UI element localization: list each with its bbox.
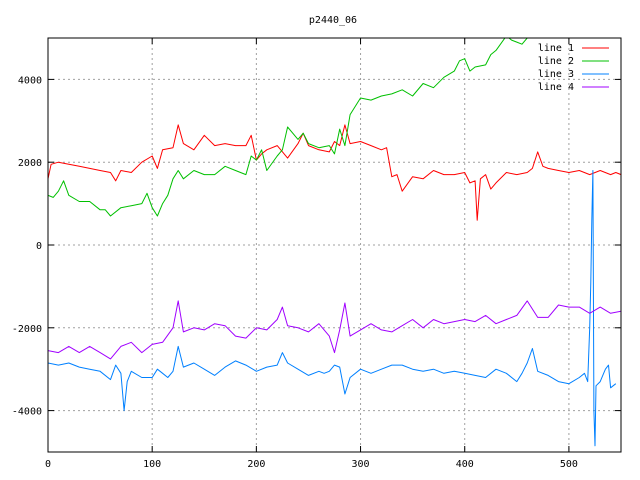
x-tick-label: 400 [456,459,474,470]
y-tick-label: -2000 [12,324,42,335]
legend-label: line 3 [538,69,574,80]
x-tick-label: 200 [247,459,265,470]
y-tick-label: 2000 [18,158,42,169]
y-tick-label: 4000 [18,75,42,86]
y-tick-label: 0 [36,241,42,252]
series-layer [48,38,621,447]
legend-label: line 1 [538,43,574,54]
x-tick-label: 100 [143,459,161,470]
grid-lines [48,38,621,452]
chart-title: p2440_06 [309,15,357,26]
legend: line 1 line 2 line 3 line 4 [538,43,609,93]
axis-ticks: 0 100 200 300 400 500 -4000 -2000 0 2000 4000 [12,38,621,470]
series-line-3 [48,170,617,447]
plot-frame [47,37,622,453]
legend-label: line 4 [538,82,574,93]
x-tick-label: 0 [45,459,51,470]
legend-label: line 2 [538,56,574,67]
series-line-2 [48,38,528,217]
y-tick-label: -4000 [12,407,42,418]
x-tick-label: 300 [352,459,370,470]
x-tick-label: 500 [560,459,578,470]
series-line-1 [48,124,621,221]
series-line-4 [48,300,621,360]
